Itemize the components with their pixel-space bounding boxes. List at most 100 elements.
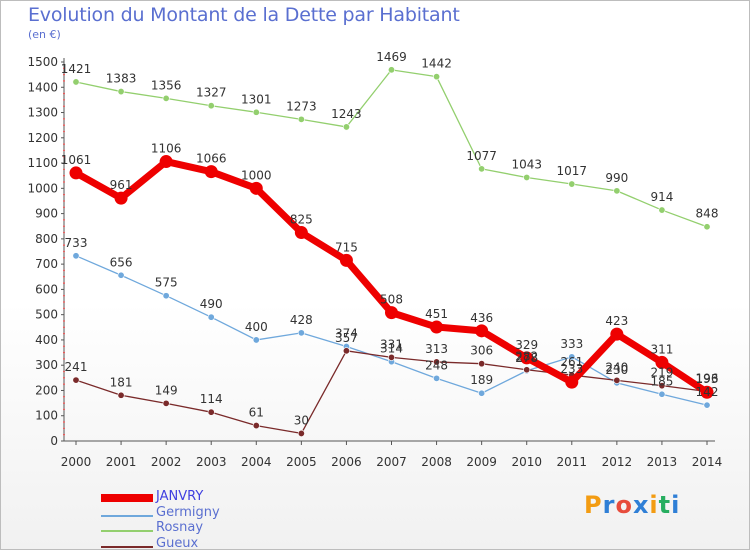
data-point xyxy=(655,355,669,369)
data-label: 1356 xyxy=(151,78,182,92)
y-tick-label: 800 xyxy=(35,232,58,246)
data-point xyxy=(117,271,125,279)
data-label: 1301 xyxy=(241,92,272,106)
y-minor-tick xyxy=(63,402,65,404)
data-label: 333 xyxy=(560,337,583,351)
y-tick-label: 600 xyxy=(35,282,58,296)
data-point xyxy=(568,180,576,188)
data-point xyxy=(342,123,350,131)
legend-swatch-rosnay xyxy=(101,530,153,532)
data-point xyxy=(207,313,215,321)
data-label: 436 xyxy=(470,311,493,325)
data-point xyxy=(162,399,170,407)
data-label: 240 xyxy=(605,360,628,374)
data-point xyxy=(613,187,621,195)
data-point xyxy=(297,429,305,437)
data-point xyxy=(159,155,173,169)
y-minor-tick xyxy=(63,427,65,430)
data-label: 306 xyxy=(470,344,493,358)
series-rosnay xyxy=(72,66,711,231)
y-minor-tick xyxy=(63,124,65,127)
y-minor-tick xyxy=(63,383,65,386)
y-minor-tick xyxy=(63,67,65,70)
data-point xyxy=(658,382,666,390)
data-label: 278 xyxy=(515,351,538,365)
data-point xyxy=(475,324,489,338)
x-tick-label: 2013 xyxy=(647,455,678,469)
y-tick-label: 1100 xyxy=(27,156,58,170)
data-point xyxy=(520,351,534,365)
y-tick-label: 900 xyxy=(35,207,58,221)
data-label: 193 xyxy=(696,372,719,386)
y-minor-tick xyxy=(63,370,65,373)
y-minor-tick xyxy=(63,206,65,209)
data-label: 1442 xyxy=(421,57,452,71)
data-point xyxy=(703,223,711,231)
legend-label-germigny: Germigny xyxy=(156,504,220,520)
x-tick-label: 2000 xyxy=(61,455,92,469)
data-label: 490 xyxy=(200,297,223,311)
data-label: 230 xyxy=(605,363,628,377)
y-tick-label: 300 xyxy=(35,358,58,372)
data-label: 423 xyxy=(605,314,628,328)
data-label: 1273 xyxy=(286,99,317,113)
legend-swatch-germigny xyxy=(101,514,153,517)
y-tick-label: 700 xyxy=(35,257,58,271)
logo-letter: x xyxy=(632,491,650,519)
x-tick-label: 2001 xyxy=(106,455,137,469)
data-label: 313 xyxy=(425,342,448,356)
y-minor-tick xyxy=(63,181,65,183)
data-label: 196 xyxy=(696,371,719,385)
data-label: 1327 xyxy=(196,86,227,100)
data-label: 185 xyxy=(650,374,673,388)
data-label: 848 xyxy=(696,207,719,221)
y-minor-tick xyxy=(63,92,65,95)
data-label: 1421 xyxy=(61,62,92,76)
data-label: 142 xyxy=(696,385,719,399)
data-point xyxy=(565,375,579,389)
y-tick-label: 100 xyxy=(35,409,58,423)
data-point xyxy=(252,422,260,430)
data-point xyxy=(433,73,441,81)
data-point xyxy=(297,115,305,123)
data-point xyxy=(478,389,486,397)
x-tick-label: 2009 xyxy=(466,455,497,469)
data-point xyxy=(478,165,486,173)
data-point xyxy=(433,374,441,382)
y-minor-tick xyxy=(63,200,65,202)
y-minor-tick xyxy=(63,168,65,171)
data-label: 914 xyxy=(650,190,673,204)
y-tick-label: 1300 xyxy=(27,106,58,120)
data-label: 733 xyxy=(65,236,88,250)
data-point xyxy=(610,327,624,341)
data-point xyxy=(72,376,80,384)
logo-letter: t xyxy=(658,491,672,519)
y-minor-tick xyxy=(63,282,65,284)
y-minor-tick xyxy=(63,326,65,329)
data-point xyxy=(117,88,125,96)
data-label: 990 xyxy=(605,171,628,185)
data-point xyxy=(658,390,666,398)
data-point xyxy=(387,66,395,74)
x-tick-label: 2004 xyxy=(241,455,272,469)
data-label: 1077 xyxy=(466,149,497,163)
x-tick-label: 2007 xyxy=(376,455,407,469)
data-label: 825 xyxy=(290,213,313,227)
y-tick-label: 1000 xyxy=(27,181,58,195)
chart-title: Evolution du Montant de la Dette par Hab… xyxy=(28,4,460,26)
data-point xyxy=(162,94,170,102)
legend-swatch-janvry xyxy=(101,494,153,502)
data-label: 248 xyxy=(425,358,448,372)
data-label: 61 xyxy=(249,406,264,420)
y-minor-tick xyxy=(63,219,65,221)
data-label: 1066 xyxy=(196,152,227,166)
data-label: 1043 xyxy=(511,157,542,171)
data-label: 428 xyxy=(290,313,313,327)
x-tick-label: 2014 xyxy=(692,455,723,469)
y-minor-tick xyxy=(63,345,65,348)
data-point xyxy=(162,292,170,300)
y-unit-label: (en €) xyxy=(28,28,61,41)
data-point xyxy=(430,320,444,334)
